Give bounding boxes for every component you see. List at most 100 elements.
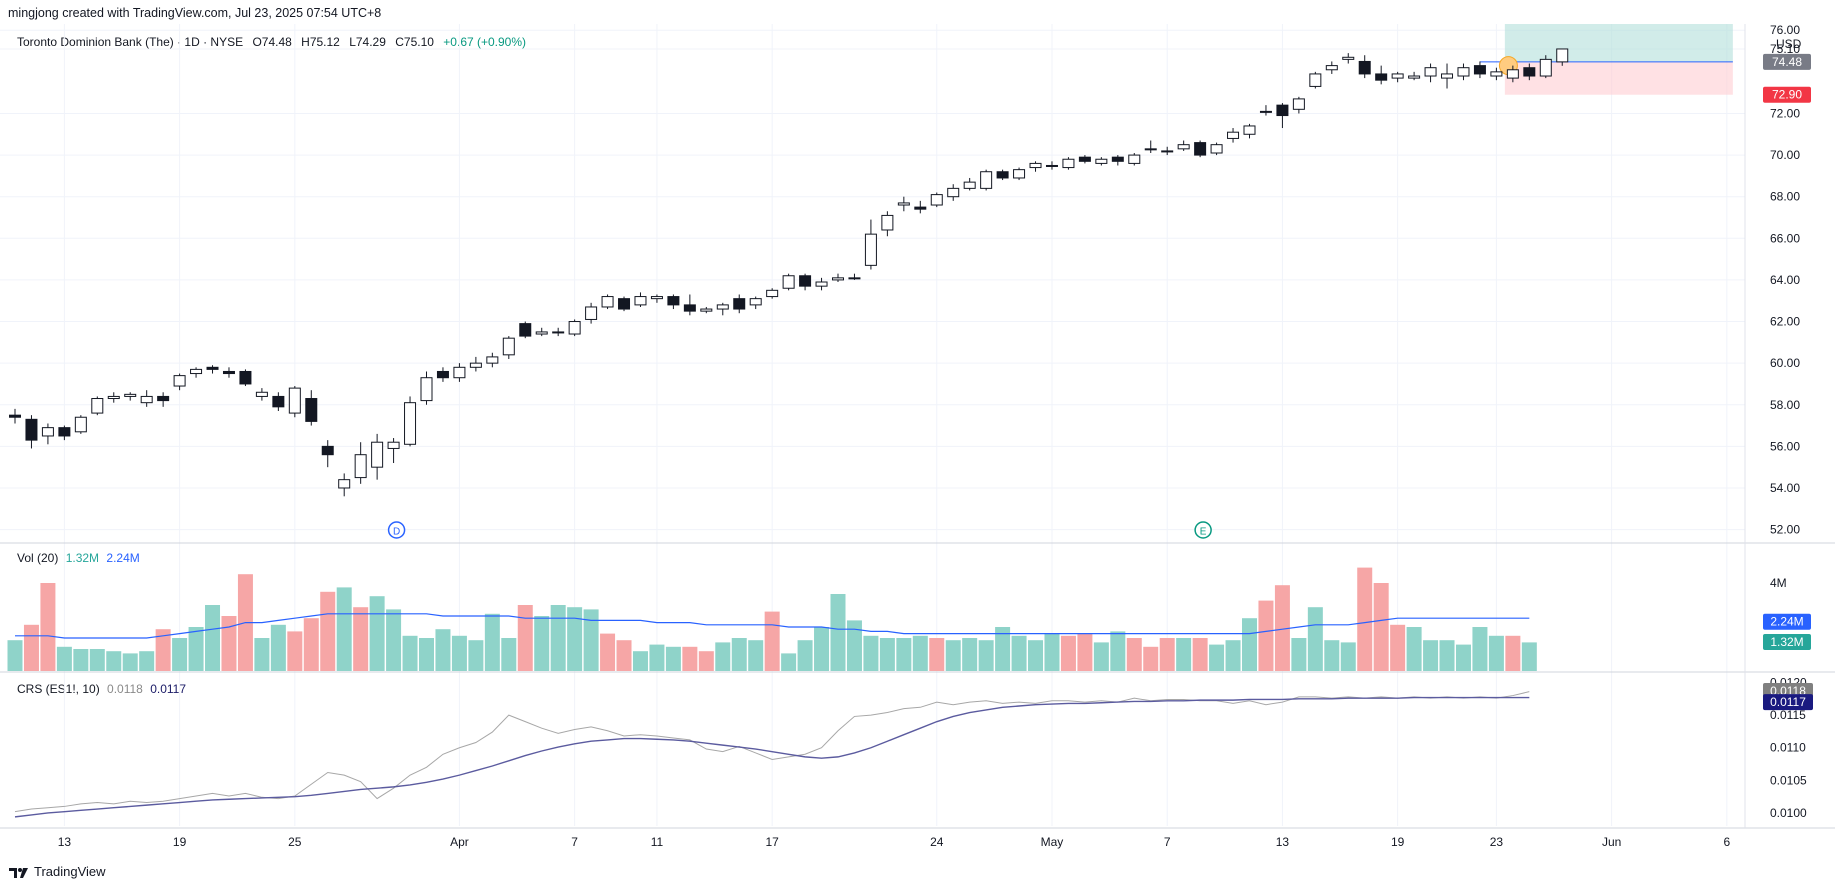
time-axis-tick: 13 (1276, 835, 1290, 849)
time-axis-tick: 6 (1723, 835, 1730, 849)
volume-bar (1505, 635, 1521, 671)
candle-body (173, 375, 186, 387)
volume-bar (1225, 640, 1241, 671)
candle-body (947, 187, 960, 198)
price-axis-tick: 54.00 (1770, 481, 1800, 495)
candle-body (848, 277, 861, 280)
volume-bar (781, 653, 797, 671)
price-axis-tick: 66.00 (1770, 231, 1800, 245)
volume-bar (600, 633, 616, 671)
crs-ma-label-text: 0.0117 (1770, 695, 1806, 709)
candle-body (1375, 73, 1388, 81)
candle-body (157, 395, 170, 402)
symbol-name[interactable]: Toronto Dominion Bank (The) · 1D · NYSE (17, 35, 244, 49)
volume-bar (1011, 635, 1027, 671)
volume-bar (1143, 646, 1159, 671)
crs-axis-tick: 0.0110 (1770, 741, 1806, 755)
price-axis-tick: 72.00 (1770, 106, 1800, 120)
candle-body (404, 402, 417, 445)
volume-legend[interactable]: Vol (20) 1.32M 2.24M (17, 551, 140, 565)
volume-bar (1176, 638, 1192, 671)
symbol-legend[interactable]: Toronto Dominion Bank (The) · 1D · NYSE … (17, 35, 532, 49)
volume-bar (172, 638, 188, 671)
candle-body (371, 441, 384, 468)
volume-bar (962, 638, 978, 671)
volume-bar (698, 651, 714, 671)
stop-price-label-text: 72.90 (1772, 88, 1802, 102)
volume-value: 1.32M (65, 551, 100, 565)
candle-body (107, 395, 120, 400)
candle-body (700, 308, 713, 312)
candle-body (1539, 58, 1552, 77)
candle-body (766, 289, 779, 298)
volume-bar (1439, 640, 1455, 671)
volume-bar (1209, 644, 1225, 671)
candle-body (881, 214, 894, 231)
crs-axis-tick: 0.0105 (1770, 773, 1807, 787)
candle-body (1062, 158, 1075, 169)
volume-bar (682, 646, 698, 671)
volume-bar (715, 642, 731, 671)
time-axis-tick: 23 (1490, 835, 1504, 849)
tradingview-footer[interactable]: TradingView (8, 864, 106, 879)
volume-ma-value: 2.24M (106, 551, 140, 565)
volume-bar (534, 616, 550, 671)
candle-body (387, 441, 400, 449)
volume-bar (1357, 567, 1373, 671)
volume-bar (1242, 618, 1257, 671)
candle-body (601, 296, 614, 308)
volume-bar (583, 609, 599, 671)
currency-label[interactable]: USD (1776, 37, 1802, 51)
volume-bar (1472, 627, 1488, 671)
volume-bar (764, 611, 780, 671)
volume-bar (995, 627, 1011, 671)
price-axis-tick: 58.00 (1770, 398, 1800, 412)
volume-bar (369, 596, 385, 671)
candle-body (502, 337, 515, 356)
volume-bar (73, 649, 89, 671)
candle-body (1473, 65, 1486, 75)
candle-body (1325, 65, 1338, 71)
candle-body (1095, 158, 1108, 164)
candle-body (519, 323, 532, 337)
candle-body (1358, 60, 1371, 75)
candle-body (1161, 150, 1174, 153)
candle-body (9, 414, 21, 418)
volume-bar (1340, 642, 1356, 671)
volume-bar (1126, 638, 1142, 671)
volume-bar (386, 609, 402, 671)
candle-body (74, 416, 87, 433)
candle-body (667, 296, 680, 306)
volume-bar (1390, 624, 1406, 671)
volume-bar (7, 640, 23, 671)
candle-body (568, 321, 581, 335)
event-marker-label: D (393, 527, 400, 538)
candle-body (486, 356, 499, 364)
volume-bar (1077, 633, 1093, 671)
candle-body (124, 393, 137, 397)
volume-bar (468, 640, 484, 671)
crs-legend[interactable]: CRS (ES1!, 10) 0.0118 0.0117 (17, 682, 186, 696)
volume-bar (945, 640, 961, 671)
candle-body (930, 194, 943, 206)
volume-bar (122, 653, 138, 671)
volume-bar (56, 646, 72, 671)
candle-body (206, 366, 219, 370)
time-axis-tick: Jun (1602, 835, 1621, 849)
candle-body (996, 171, 1009, 179)
volume-bar (1274, 585, 1290, 671)
target-zone (1504, 24, 1733, 62)
candle-body (552, 331, 565, 334)
event-marker (387, 521, 406, 539)
time-axis-tick: 19 (173, 835, 187, 849)
candle-body (1292, 98, 1305, 110)
volume-bar (1307, 607, 1323, 671)
candle-body (288, 387, 301, 414)
candle-body (980, 171, 993, 189)
volume-bar (550, 605, 566, 671)
candle-body (832, 277, 844, 281)
candle-body (1194, 142, 1207, 156)
volume-bar (287, 631, 303, 671)
candle-body (190, 368, 203, 375)
